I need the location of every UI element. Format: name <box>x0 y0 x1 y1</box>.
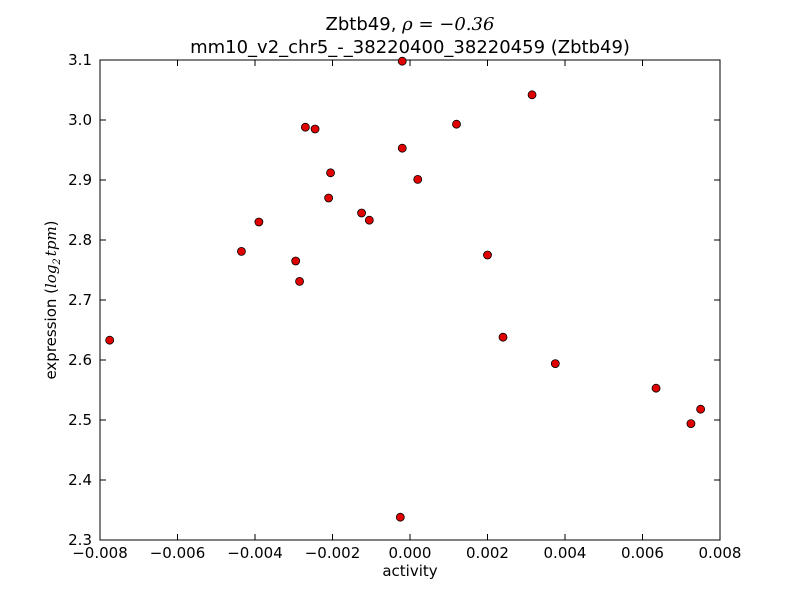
x-tick-label: −0.002 <box>305 544 361 562</box>
title-rho: ρ = −0.36 <box>401 14 494 35</box>
data-point <box>397 143 407 153</box>
data-point <box>413 174 423 184</box>
x-tick-label: 0.006 <box>621 544 664 562</box>
x-tick-label: −0.004 <box>227 544 283 562</box>
chart-subtitle: mm10_v2_chr5_-_38220400_38220459 (Zbtb49… <box>190 37 630 58</box>
data-point <box>300 122 310 132</box>
y-axis-label-base: 2 <box>52 258 63 265</box>
data-points <box>105 56 706 522</box>
data-point <box>326 168 335 178</box>
data-point <box>357 208 366 218</box>
y-axis-label: expression (log2 tpm) <box>42 220 63 379</box>
chart-title: Zbtb49, ρ = −0.36 <box>326 14 495 35</box>
data-point <box>686 419 696 429</box>
plot-area <box>99 59 721 541</box>
x-axis-label: activity <box>382 562 437 580</box>
data-point <box>452 119 461 129</box>
data-point <box>397 56 407 66</box>
data-point <box>527 90 537 100</box>
y-tick-label: 2.6 <box>68 351 92 369</box>
y-tick-label: 2.7 <box>68 291 92 309</box>
y-tick-label: 2.9 <box>68 171 92 189</box>
data-point <box>364 215 374 225</box>
y-tick-label: 3.0 <box>68 111 92 129</box>
x-tick-label: 0.008 <box>699 544 742 562</box>
x-tick-label: −0.008 <box>72 544 128 562</box>
data-point <box>310 124 320 134</box>
data-point <box>291 256 301 266</box>
y-tick-label: 2.8 <box>68 231 92 249</box>
data-point <box>324 193 334 203</box>
data-point <box>550 359 560 369</box>
data-point <box>483 250 492 260</box>
x-tick-label: 0.004 <box>544 544 587 562</box>
data-point <box>295 276 304 286</box>
data-point <box>696 404 706 414</box>
y-tick-label: 2.5 <box>68 411 92 429</box>
y-axis-label-prefix: expression ( <box>42 288 60 380</box>
data-point <box>651 383 661 393</box>
data-point <box>237 246 246 256</box>
x-tick-label: 0.002 <box>466 544 509 562</box>
title-gene: Zbtb49, <box>326 14 397 35</box>
y-axis-label-log: log <box>42 265 60 288</box>
y-axis-label-tpm: tpm <box>42 226 60 256</box>
axis-ticks <box>99 59 721 541</box>
y-tick-label: 3.1 <box>68 51 92 69</box>
y-axis-label-suffix: ) <box>42 220 60 226</box>
y-tick-label: 2.4 <box>68 471 92 489</box>
axis-tick-labels: −0.008 −0.006 −0.004 −0.002 0.000 0.002 0.004 0… <box>68 51 741 562</box>
data-point <box>395 512 405 522</box>
data-point <box>498 332 508 342</box>
y-tick-label: 2.3 <box>68 531 92 549</box>
data-point <box>254 217 264 227</box>
x-tick-label: 0.000 <box>389 544 432 562</box>
data-point <box>105 335 115 345</box>
x-tick-label: −0.006 <box>150 544 206 562</box>
